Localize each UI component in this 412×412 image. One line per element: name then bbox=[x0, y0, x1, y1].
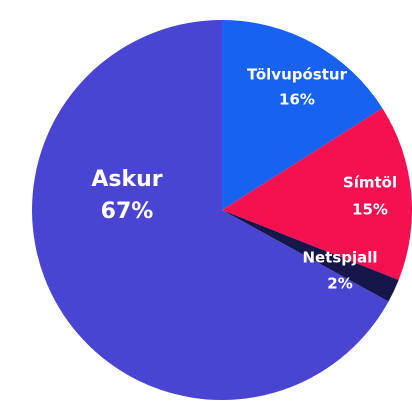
slice-value-label: 15% bbox=[352, 201, 388, 219]
pie-slice bbox=[32, 20, 389, 400]
pie-slice bbox=[222, 20, 383, 210]
slice-value-label: 67% bbox=[101, 199, 154, 224]
slice-value-label: 16% bbox=[279, 91, 315, 109]
slice-value-label: 2% bbox=[327, 275, 352, 293]
pie-slice bbox=[222, 108, 412, 280]
slice-label: Netspjall bbox=[302, 249, 377, 267]
pie-slice bbox=[222, 210, 399, 302]
slice-label: Tölvupóstur bbox=[247, 66, 348, 84]
slice-label: Askur bbox=[91, 167, 162, 192]
slice-label: Símtöl bbox=[343, 174, 397, 192]
